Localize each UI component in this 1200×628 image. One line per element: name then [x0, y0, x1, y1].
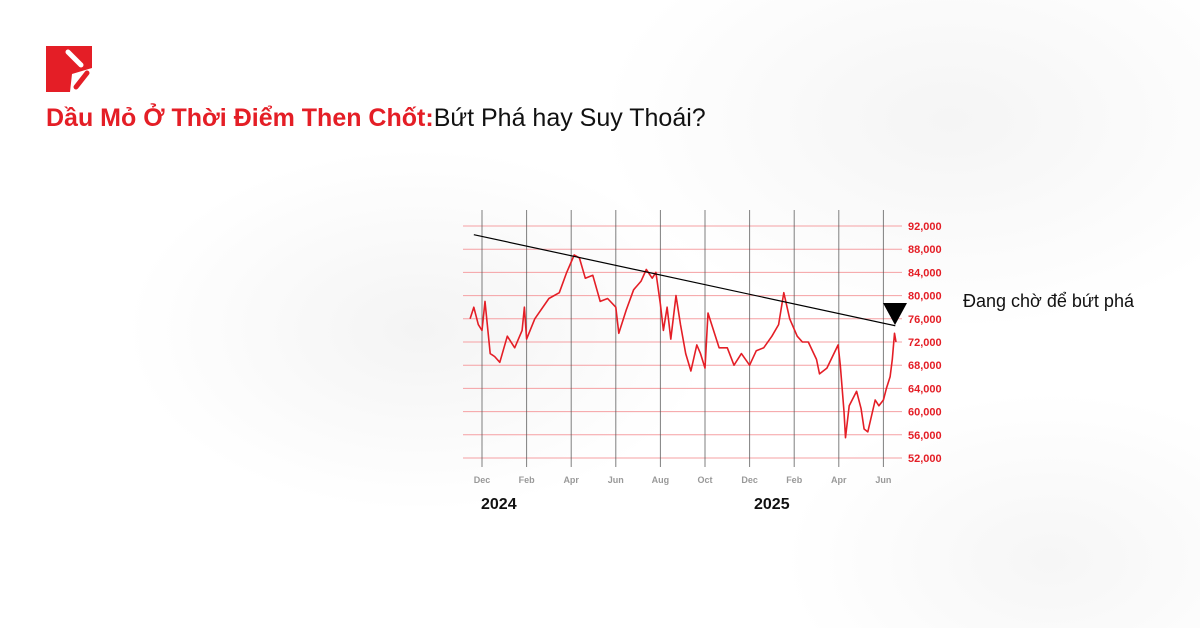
- triangle-down-icon: [883, 303, 907, 325]
- y-tick-label: 68,000: [908, 360, 942, 372]
- y-tick-label: 92,000: [908, 221, 942, 233]
- y-tick-label: 84,000: [908, 267, 942, 279]
- x-tick-label: Dec: [474, 475, 491, 485]
- x-tick-label: Aug: [652, 475, 670, 485]
- y-tick-label: 72,000: [908, 337, 942, 349]
- x-tick-label: Dec: [741, 475, 758, 485]
- x-tick-label: Feb: [786, 475, 803, 485]
- y-tick-label: 88,000: [908, 244, 942, 256]
- year-label: 2025: [754, 496, 790, 513]
- y-tick-label: 52,000: [908, 453, 942, 465]
- y-tick-label: 80,000: [908, 291, 942, 303]
- title-highlight: Dầu Mỏ Ở Thời Điểm Then Chốt:: [46, 104, 434, 132]
- x-tick-label: Jun: [875, 475, 891, 485]
- price-line: [469, 254, 897, 439]
- y-tick-label: 60,000: [908, 407, 942, 419]
- x-tick-label: Feb: [519, 475, 536, 485]
- brand-logo-icon: [46, 46, 92, 92]
- title-rest: Bứt Phá hay Suy Thoái?: [433, 104, 706, 132]
- x-tick-label: Jun: [608, 475, 624, 485]
- x-tick-label: Oct: [697, 475, 712, 485]
- y-tick-label: 64,000: [908, 383, 942, 395]
- y-tick-label: 76,000: [908, 314, 942, 326]
- annotation-text: Đang chờ để bứt phá: [963, 291, 1134, 311]
- x-tick-label: Apr: [563, 475, 579, 485]
- year-label: 2024: [481, 496, 517, 513]
- y-tick-label: 56,000: [908, 430, 942, 442]
- x-tick-label: Apr: [831, 475, 847, 485]
- trendline: [473, 234, 896, 327]
- page-title: Dầu Mỏ Ở Thời Điểm Then Chốt:Bứt Phá hay…: [46, 104, 706, 133]
